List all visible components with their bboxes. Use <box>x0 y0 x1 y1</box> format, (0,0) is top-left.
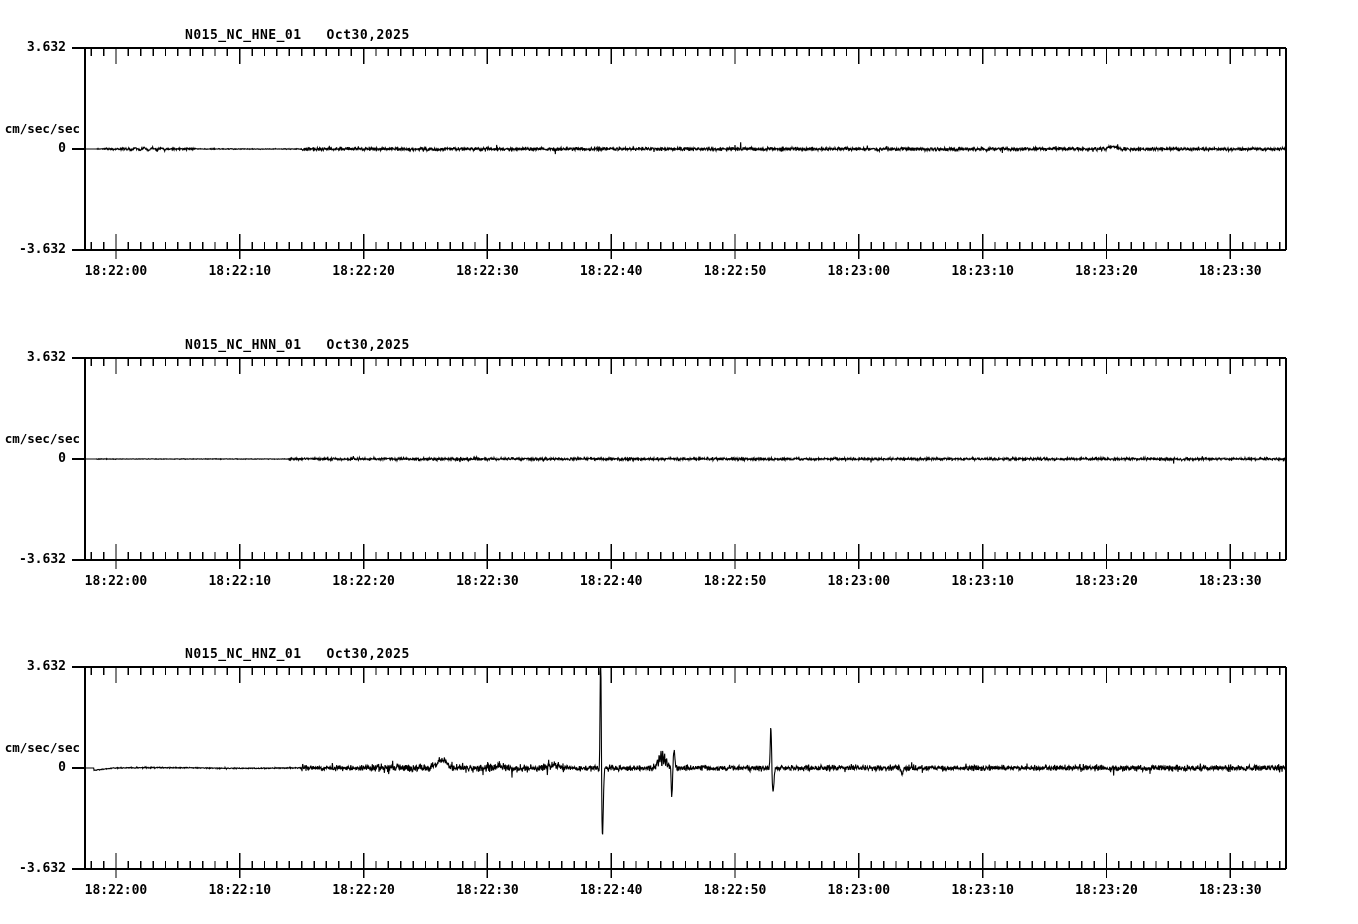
y-tick-label: -3.632 <box>19 552 66 567</box>
x-tick-label: 18:22:50 <box>703 574 767 589</box>
x-tick-label: 18:22:50 <box>703 883 767 898</box>
x-tick-label: 18:22:30 <box>456 883 519 898</box>
panel-plot-area <box>72 47 1287 259</box>
x-tick-label: 18:23:10 <box>951 574 1014 589</box>
x-tick-label: 18:23:30 <box>1198 883 1262 898</box>
waveform-trace <box>85 142 1287 155</box>
y-tick-label: 3.632 <box>26 659 66 674</box>
panel-plot-area <box>72 357 1287 569</box>
x-tick-label: 18:22:40 <box>579 883 643 898</box>
y-axis-unit-label: cm/sec/sec <box>4 121 80 136</box>
seismogram-panel: N015_NC_HNN_01 Oct30,2025 cm/sec/sec 3.632… <box>0 310 1358 610</box>
x-tick-label: 18:22:20 <box>332 574 395 589</box>
waveform-trace <box>85 454 1287 464</box>
x-tick-label: 18:22:20 <box>332 883 395 898</box>
x-tick-label: 18:23:00 <box>827 883 891 898</box>
x-tick-label: 18:23:20 <box>1075 264 1138 279</box>
x-tick-label: 18:23:10 <box>951 264 1014 279</box>
panel-title: N015_NC_HNE_01 Oct30,2025 <box>185 28 410 43</box>
x-tick-label: 18:23:20 <box>1075 883 1138 898</box>
x-tick-label: 18:23:10 <box>951 883 1014 898</box>
x-tick-label: 18:22:00 <box>84 264 148 279</box>
x-tick-label: 18:22:10 <box>208 574 272 589</box>
y-axis-unit-label: cm/sec/sec <box>4 740 80 755</box>
y-tick-label: 3.632 <box>26 40 66 55</box>
x-tick-label: 18:23:20 <box>1075 574 1138 589</box>
seismogram-panel: N015_NC_HNZ_01 Oct30,2025 cm/sec/sec 3.632… <box>0 620 1358 924</box>
x-tick-label: 18:23:00 <box>827 264 891 279</box>
y-tick-label: 3.632 <box>26 350 66 365</box>
x-tick-label: 18:23:30 <box>1198 264 1262 279</box>
x-tick-label: 18:22:00 <box>84 574 148 589</box>
panel-plot-area <box>72 666 1287 878</box>
x-tick-label: 18:22:30 <box>456 264 519 279</box>
x-tick-label: 18:22:10 <box>208 883 272 898</box>
x-tick-label: 18:23:00 <box>827 574 891 589</box>
x-tick-label: 18:22:00 <box>84 883 148 898</box>
panel-title: N015_NC_HNN_01 Oct30,2025 <box>185 338 410 353</box>
panel-title: N015_NC_HNZ_01 Oct30,2025 <box>185 647 410 662</box>
y-tick-label: 0 <box>58 451 66 466</box>
x-tick-label: 18:22:50 <box>703 264 767 279</box>
x-tick-label: 18:23:30 <box>1198 574 1262 589</box>
y-tick-label: 0 <box>58 141 66 156</box>
y-tick-label: -3.632 <box>19 242 66 257</box>
y-axis-unit-label: cm/sec/sec <box>4 431 80 446</box>
waveform-trace <box>85 666 1287 835</box>
x-tick-label: 18:22:40 <box>579 574 643 589</box>
x-tick-label: 18:22:40 <box>579 264 643 279</box>
y-tick-label: 0 <box>58 760 66 775</box>
y-tick-label: -3.632 <box>19 861 66 876</box>
seismogram-panel: N015_NC_HNE_01 Oct30,2025 cm/sec/sec 3.632… <box>0 0 1358 300</box>
x-tick-label: 18:22:10 <box>208 264 272 279</box>
x-tick-label: 18:22:20 <box>332 264 395 279</box>
x-tick-label: 18:22:30 <box>456 574 519 589</box>
